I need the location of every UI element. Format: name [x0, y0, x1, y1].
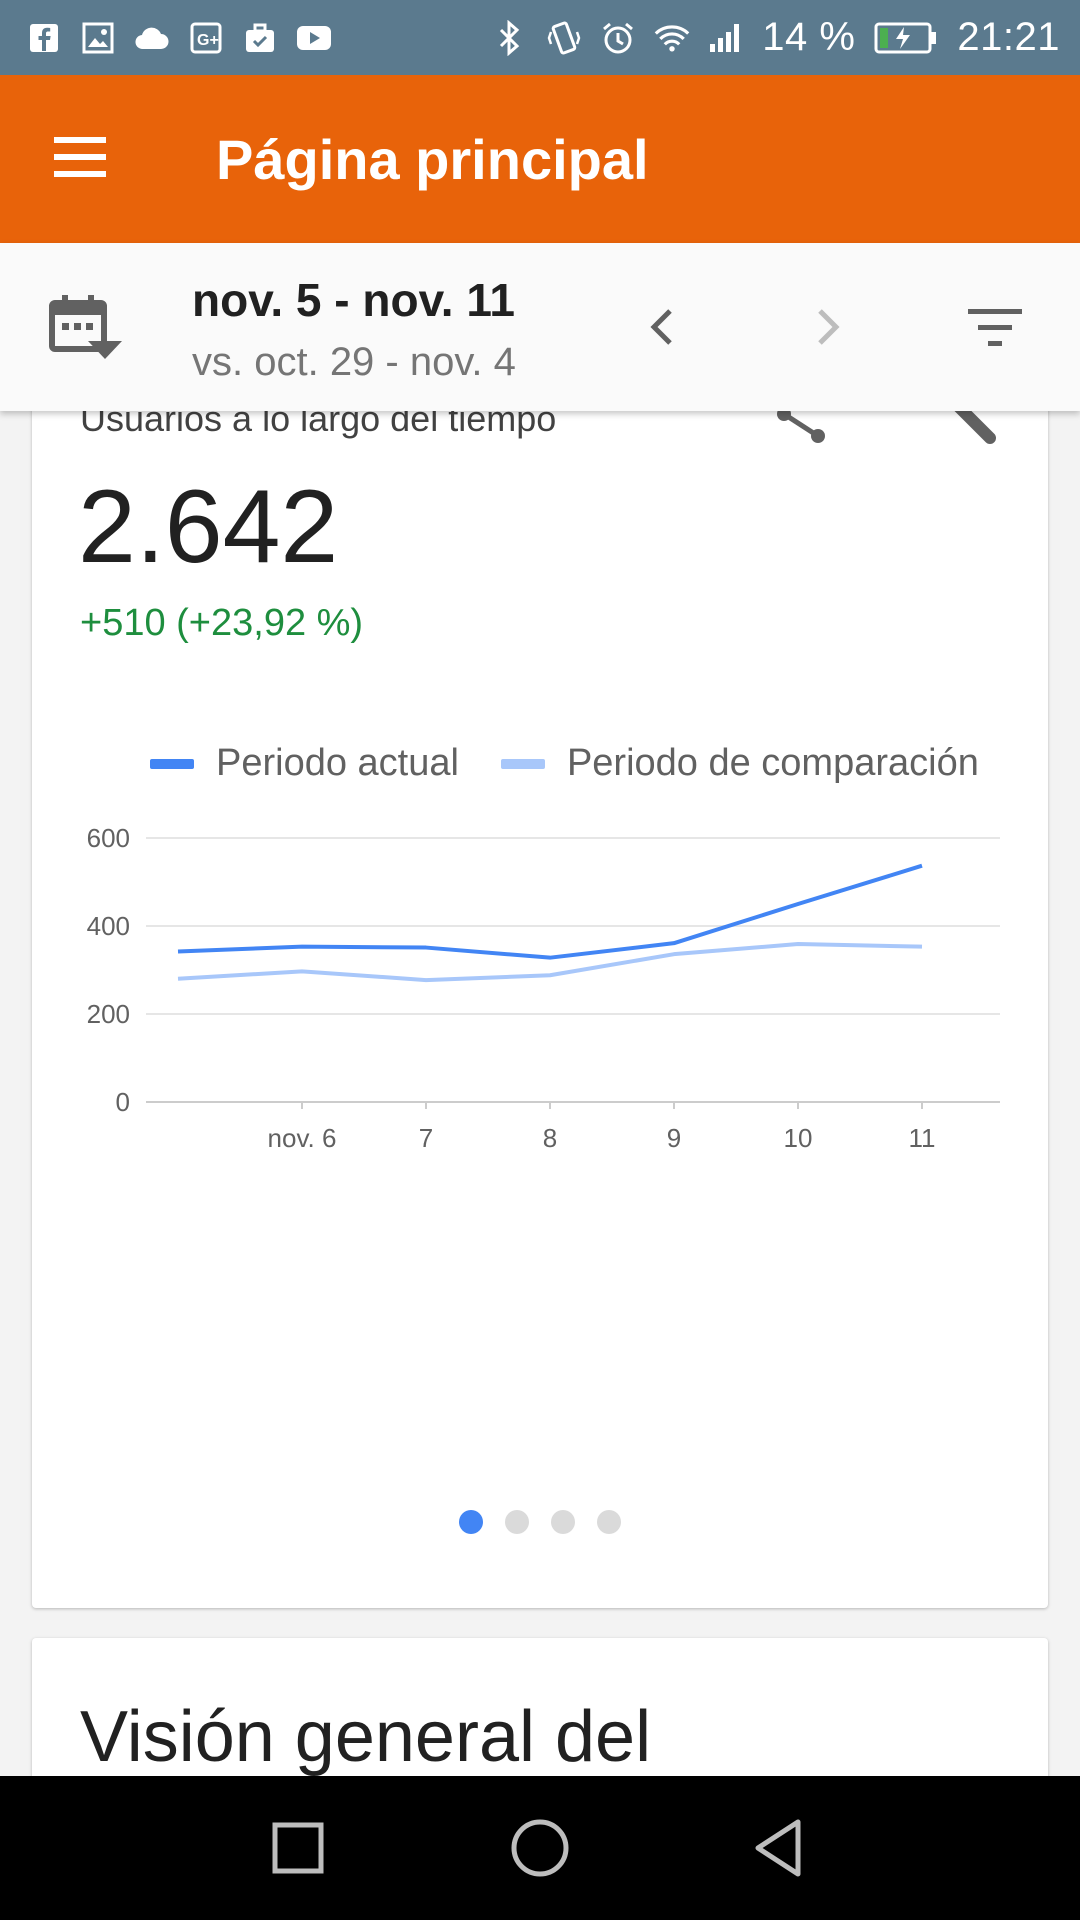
chevron-left-icon [650, 309, 672, 345]
system-status: 14 % 21:21 [492, 15, 1060, 60]
series-line [177, 863, 923, 960]
page-title: Página principal [216, 128, 649, 191]
y-tick-label: 400 [87, 911, 130, 941]
home-button[interactable] [504, 1812, 576, 1884]
legend-label-current: Periodo actual [216, 742, 459, 784]
facebook-icon [26, 20, 62, 56]
bluetooth-icon [492, 19, 528, 56]
battery-percent: 14 % [762, 15, 856, 59]
legend-label-comparison: Periodo de comparación [566, 742, 979, 784]
overview-card-title: Visión general del [80, 1697, 652, 1777]
chevron-right-icon [818, 309, 840, 345]
system-nav-bar [0, 1776, 1080, 1920]
carousel-dot[interactable] [459, 1510, 483, 1534]
home-icon [511, 1819, 569, 1877]
users-line-chart: 0 200 400 600 nov. 6 7 8 9 10 11 [87, 823, 1000, 1153]
wifi-icon [654, 20, 690, 56]
clock: 21:21 [957, 15, 1060, 59]
date-range-bar: nov. 5 - nov. 11 vs. oct. 29 - nov. 4 [0, 243, 1080, 411]
x-tick-label: 11 [909, 1123, 936, 1153]
carousel-indicator [32, 1510, 1048, 1534]
calendar-filter-icon[interactable] [48, 293, 124, 363]
back-button[interactable] [744, 1812, 816, 1884]
date-range[interactable]: nov. 5 - nov. 11 [192, 274, 515, 326]
recents-button[interactable] [262, 1812, 334, 1884]
alarm-icon [600, 20, 636, 56]
legend-swatch-current [150, 758, 194, 769]
filter-icon [968, 309, 1022, 346]
app-bar: Página principal [0, 75, 1080, 243]
users-change: +510 (+23,92 %) [80, 602, 364, 644]
signal-icon [708, 20, 744, 56]
gallery-icon [80, 20, 116, 56]
x-tick-label: nov. 6 [268, 1123, 337, 1153]
legend-comparison: Periodo de comparación [500, 742, 979, 785]
y-tick-label: 600 [87, 823, 130, 853]
recents-icon [272, 1822, 324, 1874]
battery-icon [873, 20, 939, 56]
series-line [177, 942, 923, 983]
status-bar: G+ 14 % 21:21 [0, 0, 1080, 75]
filter-button[interactable] [966, 303, 1026, 351]
y-tick-label: 0 [116, 1087, 130, 1117]
next-range-button[interactable] [808, 303, 850, 351]
svg-text:G+: G+ [197, 32, 219, 49]
comparison-range: vs. oct. 29 - nov. 4 [192, 340, 516, 384]
x-tick-label: 10 [784, 1123, 813, 1153]
legend-swatch-comparison [500, 758, 545, 769]
menu-icon [54, 137, 106, 177]
cloud-icon [134, 20, 170, 56]
briefcase-icon [242, 20, 278, 56]
y-tick-label: 200 [87, 999, 130, 1029]
youtube-icon [296, 20, 332, 56]
vibrate-icon [546, 20, 582, 56]
x-tick-label: 7 [419, 1123, 433, 1153]
carousel-dot[interactable] [505, 1510, 529, 1534]
x-tick-label: 8 [543, 1123, 557, 1153]
legend-current: Periodo actual [150, 742, 459, 785]
carousel-dot[interactable] [551, 1510, 575, 1534]
users-over-time-card: Usuarios a lo largo del tiempo 2.642 +51… [32, 380, 1048, 1608]
previous-range-button[interactable] [640, 303, 682, 351]
back-icon [755, 1819, 801, 1877]
users-metric-value: 2.642 [78, 469, 339, 585]
carousel-dot[interactable] [597, 1510, 621, 1534]
menu-button[interactable] [50, 131, 114, 187]
x-tick-label: 9 [667, 1123, 681, 1153]
chart-legend: Periodo actual Periodo de comparación [150, 742, 1021, 785]
notification-icons: G+ [26, 20, 332, 56]
google-plus-icon: G+ [188, 20, 224, 56]
